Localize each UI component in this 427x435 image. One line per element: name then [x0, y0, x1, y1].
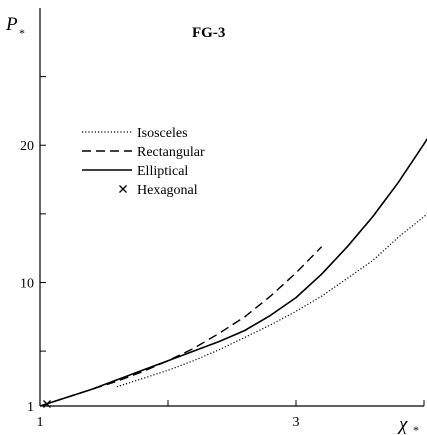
legend-label: Elliptical: [137, 164, 188, 179]
y-axis-subscript: *: [19, 26, 25, 40]
chart-title: FG-3: [192, 25, 225, 41]
legend-swatch: [119, 185, 127, 193]
legend-item-hexagonal: Hexagonal: [119, 183, 198, 198]
series-rectangular-line: [39, 246, 323, 407]
legend-item-isosceles: Isosceles: [82, 126, 188, 141]
series-isosceles-line: [116, 213, 427, 388]
y-tick-label: 1: [27, 400, 34, 415]
ticks: 1 3 1 10 20: [20, 76, 425, 430]
y-axis-title: P: [5, 14, 18, 35]
legend-item-rectangular: Rectangular: [82, 145, 205, 160]
y-tick-label: 20: [20, 139, 34, 154]
plot-area: [39, 8, 424, 407]
y-tick-label: 10: [20, 276, 34, 291]
series-hexagonal-marker: [43, 400, 51, 408]
legend-label: Hexagonal: [137, 183, 198, 198]
series-layer: [39, 137, 427, 408]
x-tick-label: 1: [37, 415, 44, 430]
series-elliptical-line: [39, 137, 427, 407]
legend: Isosceles Rectangular Elliptical Hexagonal: [82, 126, 205, 198]
legend-item-elliptical: Elliptical: [82, 164, 188, 179]
x-tick-label: 3: [293, 415, 300, 430]
x-axis-subscript: *: [413, 423, 419, 435]
legend-label: Rectangular: [137, 145, 205, 160]
x-axis-title: χ: [397, 414, 408, 435]
legend-label: Isosceles: [137, 126, 188, 141]
